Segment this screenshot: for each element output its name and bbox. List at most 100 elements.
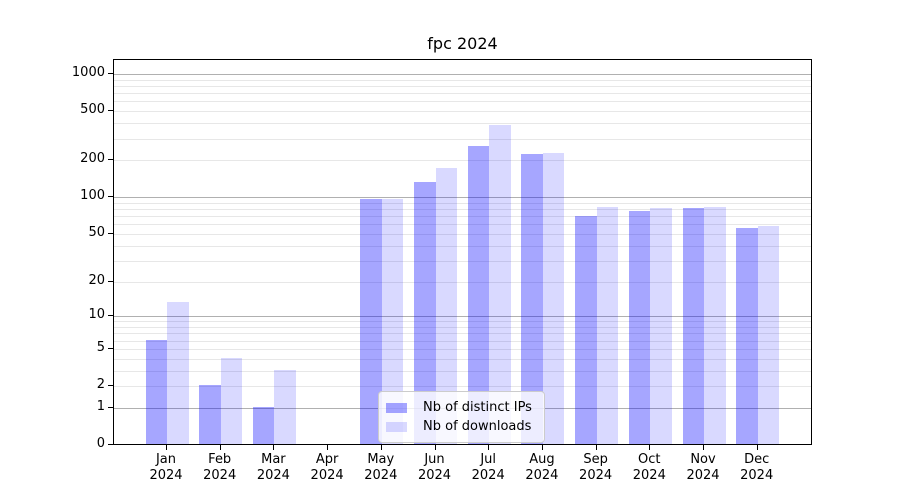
bar-distinct-ips-jan-2024 [145, 339, 167, 444]
y-tick-mark [108, 110, 113, 112]
bar-downloads-mar-2024 [274, 369, 296, 444]
bar-downloads-oct-2024 [650, 208, 672, 444]
x-tick-mark [595, 445, 597, 450]
bar-downloads-aug-2024 [542, 152, 565, 444]
y-tick-label: 1 [96, 398, 105, 414]
legend-label-downloads: Nb of downloads [423, 419, 532, 434]
x-tick-mark [380, 445, 382, 450]
bar-downloads-sep-2024 [596, 206, 619, 444]
y-tick-mark [108, 73, 113, 74]
minor-gridline [114, 245, 811, 247]
legend-swatch-distinct-ips [386, 402, 407, 413]
bar-distinct-ips-sep-2024 [575, 215, 597, 444]
bar-downloads-jul-2024 [489, 124, 511, 444]
y-tick-label: 100 [80, 188, 105, 204]
major-gridline [114, 74, 811, 75]
x-tick-label: Apr 2024 [310, 452, 344, 483]
minor-gridline [114, 348, 811, 350]
bar-distinct-ips-feb-2024 [199, 385, 221, 444]
y-tick-mark [108, 232, 113, 234]
x-tick-label: Jul 2024 [471, 452, 505, 483]
x-tick-mark [756, 445, 758, 450]
x-tick-label: Mar 2024 [256, 452, 290, 483]
y-tick-label: 50 [88, 224, 105, 240]
y-tick-mark [108, 444, 113, 445]
x-tick-label: Jun 2024 [417, 452, 452, 483]
y-tick-mark [108, 406, 113, 408]
y-tick-mark [108, 280, 113, 282]
bar-downloads-nov-2024 [704, 206, 726, 444]
bar-downloads-jun-2024 [435, 167, 457, 444]
bar-distinct-ips-aug-2024 [521, 154, 543, 444]
bar-distinct-ips-may-2024 [360, 198, 382, 444]
bar-distinct-ips-jul-2024 [467, 146, 490, 444]
bar-downloads-may-2024 [381, 198, 404, 444]
minor-gridline [114, 160, 811, 162]
bar-distinct-ips-dec-2024 [736, 227, 758, 444]
minor-gridline [114, 111, 811, 113]
minor-gridline [114, 340, 811, 342]
y-tick-label: 2 [96, 377, 105, 392]
major-gridline [114, 197, 811, 199]
y-tick-mark [108, 196, 113, 198]
minor-gridline [114, 202, 811, 204]
minor-gridline [114, 79, 811, 81]
bar-downloads-dec-2024 [757, 225, 780, 444]
y-tick-mark [108, 385, 113, 386]
x-tick-label: Dec 2024 [740, 452, 774, 483]
x-tick-label: Feb 2024 [203, 452, 237, 483]
bar-distinct-ips-nov-2024 [682, 208, 704, 444]
minor-gridline [114, 216, 811, 218]
minor-gridline [114, 224, 811, 226]
x-tick-mark [703, 445, 704, 450]
y-tick-label: 200 [80, 151, 105, 167]
minor-gridline [114, 93, 811, 95]
minor-gridline [114, 138, 811, 140]
plot-area [113, 59, 812, 445]
x-tick-mark [273, 445, 275, 450]
legend: Nb of distinct IPs Nb of downloads [378, 391, 545, 443]
x-tick-mark [434, 445, 436, 450]
minor-gridline [114, 386, 811, 387]
bar-distinct-ips-mar-2024 [252, 406, 275, 444]
y-tick-mark [108, 347, 113, 349]
x-tick-label: Aug 2024 [525, 452, 559, 483]
legend-label-distinct-ips: Nb of distinct IPs [423, 400, 532, 415]
bar-distinct-ips-oct-2024 [628, 211, 651, 444]
bar-downloads-feb-2024 [220, 357, 243, 444]
x-tick-mark [219, 445, 221, 450]
y-tick-label: 500 [80, 102, 105, 118]
major-gridline [114, 316, 811, 318]
y-tick-mark [108, 159, 113, 161]
bar-distinct-ips-jun-2024 [414, 182, 436, 444]
x-tick-mark [488, 445, 490, 450]
y-tick-label: 5 [96, 339, 105, 355]
chart-title: fpc 2024 [427, 34, 498, 53]
minor-gridline [114, 327, 811, 328]
minor-gridline [114, 370, 811, 372]
bar-downloads-jan-2024 [167, 302, 189, 444]
minor-gridline [114, 281, 811, 283]
legend-entry-distinct-ips: Nb of distinct IPs [386, 399, 536, 416]
minor-gridline [114, 358, 811, 360]
x-tick-label: Oct 2024 [632, 452, 666, 483]
x-tick-label: May 2024 [364, 452, 398, 483]
minor-gridline [114, 260, 811, 262]
x-tick-mark [327, 445, 329, 450]
x-tick-mark [649, 445, 651, 450]
y-tick-label: 10 [88, 307, 105, 323]
minor-gridline [114, 321, 811, 323]
y-tick-label: 1000 [71, 65, 105, 80]
minor-gridline [114, 209, 811, 211]
x-tick-mark [166, 445, 167, 450]
minor-gridline [114, 123, 811, 125]
minor-gridline [114, 333, 811, 335]
y-tick-label: 0 [96, 436, 105, 451]
x-tick-label: Nov 2024 [686, 452, 720, 483]
minor-gridline [114, 233, 811, 235]
y-tick-mark [108, 315, 113, 317]
legend-entry-downloads: Nb of downloads [386, 418, 536, 435]
x-tick-label: Jan 2024 [149, 452, 183, 483]
minor-gridline [114, 101, 811, 103]
